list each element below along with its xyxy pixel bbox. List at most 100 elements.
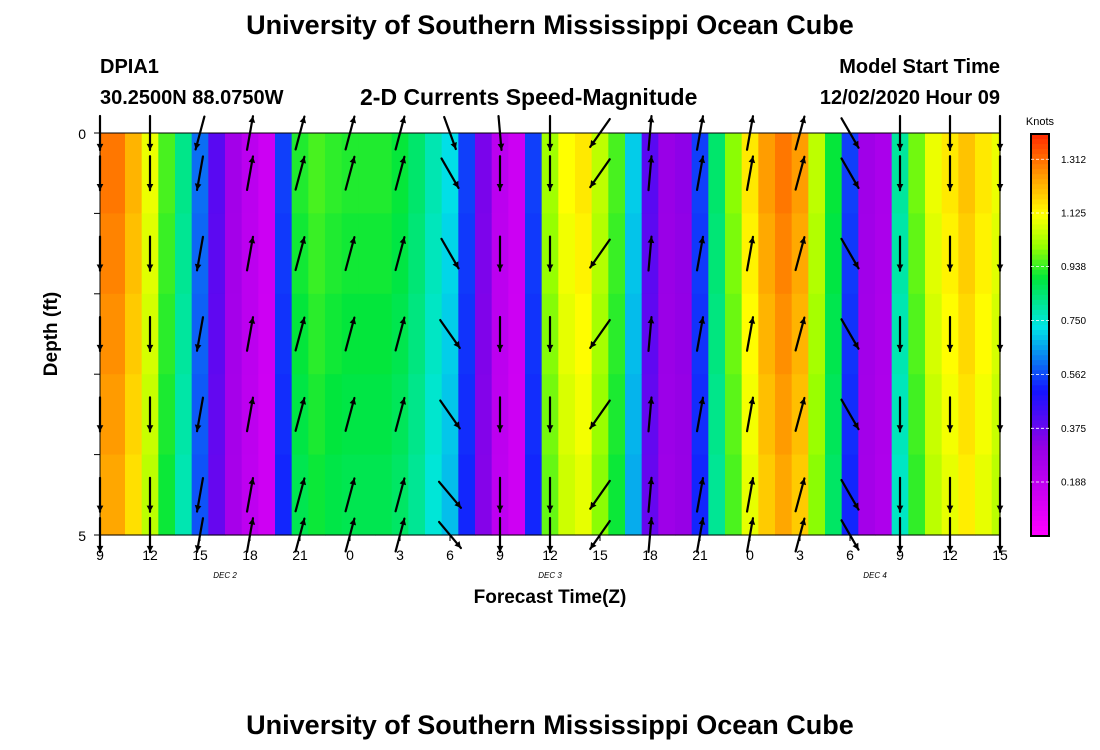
colorbar-segment	[1031, 395, 1049, 401]
heatmap-cell	[608, 454, 626, 536]
heatmap-cell	[308, 374, 326, 456]
current-vector-arrow	[695, 155, 706, 192]
arrow-head	[399, 518, 407, 526]
current-vector-arrow	[194, 235, 205, 272]
arrow-head	[299, 156, 307, 164]
x-tick-label: 6	[446, 547, 454, 563]
current-vector-arrow	[245, 155, 256, 192]
colorbar-segment	[1031, 169, 1049, 175]
colorbar-segment	[1031, 375, 1049, 381]
heatmap-cell	[158, 374, 176, 456]
heatmap-cell	[208, 374, 226, 456]
arrow-head	[799, 156, 807, 164]
colorbar-segment	[1031, 415, 1049, 422]
heatmap-cell	[658, 293, 676, 375]
arrow-head	[399, 156, 407, 164]
arrow-head	[698, 116, 706, 123]
arrow-head	[194, 424, 202, 432]
heatmap-cell	[758, 293, 776, 375]
heatmap-cell	[575, 374, 593, 456]
heatmap-cell	[408, 374, 426, 456]
arrow-head	[698, 317, 706, 324]
heatmap-cell	[925, 374, 943, 456]
current-vector-arrow	[840, 398, 860, 431]
heatmap-cell	[275, 213, 293, 295]
current-vector-arrow	[840, 237, 860, 270]
arrow-head	[546, 505, 554, 512]
arrow-head	[896, 344, 904, 351]
arrow-head	[852, 261, 859, 269]
arrow-head	[299, 317, 307, 325]
chart-title-bottom: University of Southern Mississippi Ocean…	[246, 710, 854, 740]
arrow-head	[194, 504, 202, 512]
arrow-head	[852, 502, 859, 510]
current-vector-arrow	[946, 315, 954, 353]
current-vector-arrow	[946, 155, 954, 192]
heatmap-cell	[958, 133, 976, 214]
heatmap-cell	[775, 133, 793, 214]
heatmap-cell	[758, 454, 776, 536]
colorbar-segment	[1031, 510, 1049, 517]
heatmap-cell	[208, 293, 226, 375]
heatmap-cell	[775, 293, 793, 375]
colorbar-segment	[1031, 450, 1049, 457]
arrow-head	[896, 184, 904, 191]
arrow-head	[497, 143, 505, 150]
x-tick-label: 18	[242, 547, 258, 563]
colorbar-segment	[1031, 480, 1049, 487]
arrow-head	[349, 156, 357, 164]
colorbar-segment	[1031, 179, 1049, 185]
colorbar-segment	[1031, 420, 1049, 427]
heatmap-cell	[358, 454, 376, 536]
current-vector-arrow	[294, 155, 307, 191]
y-tick-label: 5	[78, 528, 86, 544]
heatmap-cell	[475, 213, 493, 295]
colorbar-segment	[1031, 159, 1049, 165]
arrow-head	[496, 184, 504, 191]
heatmap-cell	[225, 454, 243, 536]
current-vector-arrow	[794, 477, 807, 513]
heatmap-cell	[825, 293, 843, 375]
current-vector-arrow	[245, 235, 256, 272]
arrow-head	[748, 116, 756, 123]
arrow-head	[946, 425, 954, 432]
colorbar-segment	[1031, 229, 1049, 236]
heatmap-cell	[125, 454, 143, 536]
colorbar-segment	[1031, 390, 1049, 396]
heatmap-cell	[225, 374, 243, 456]
heatmap-cell	[708, 213, 726, 295]
current-vector-arrow	[194, 396, 205, 433]
heatmap-cell	[375, 133, 393, 214]
arrow-head	[146, 505, 154, 512]
x-tick-label: 0	[746, 547, 754, 563]
current-vector-arrow	[589, 238, 611, 269]
colorbar-segment	[1031, 520, 1049, 527]
heatmap-cell	[108, 454, 126, 536]
arrow-head	[453, 421, 460, 429]
heatmap-cell	[775, 374, 793, 456]
arrow-head	[748, 236, 756, 244]
heatmap-cell	[458, 454, 476, 536]
heatmap-cell	[100, 454, 109, 536]
arrow-head	[590, 340, 597, 348]
arrow-head	[299, 237, 307, 244]
colorbar-segment	[1031, 274, 1049, 281]
heatmap-cell	[775, 454, 793, 536]
heatmap-cell	[125, 293, 143, 375]
heatmap-cell	[958, 374, 976, 456]
arrow-head	[248, 317, 256, 324]
current-vector-arrow	[946, 235, 954, 272]
current-vector-arrow	[794, 155, 807, 191]
heatmap-cell	[425, 454, 443, 536]
heatmap-cell	[375, 374, 393, 456]
colorbar-tick-label: 0.750	[1061, 316, 1086, 327]
current-vector-arrow	[745, 396, 756, 433]
heatmap-cell	[108, 374, 126, 456]
colorbar-tick-label: 0.938	[1061, 262, 1086, 273]
current-vector-arrow	[440, 237, 460, 270]
arrow-head	[799, 518, 807, 526]
current-vector-arrow	[695, 316, 706, 352]
arrow-head	[852, 180, 859, 188]
current-vector-arrow	[496, 396, 504, 433]
